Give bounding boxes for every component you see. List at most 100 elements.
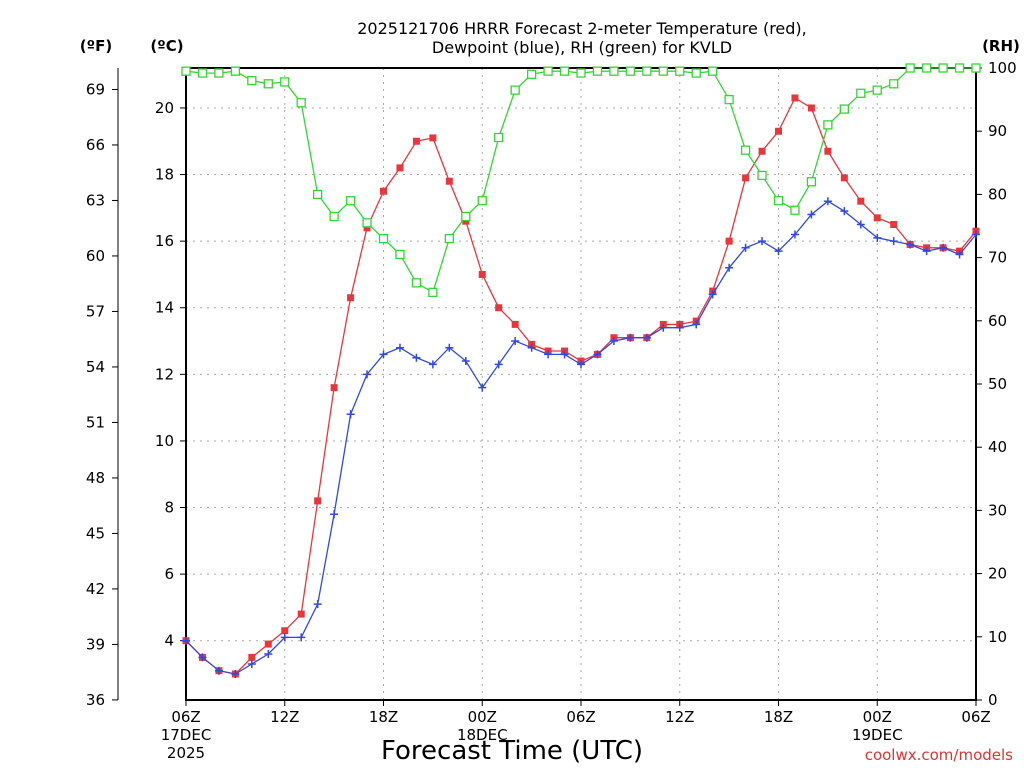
rh-unit-label: (RH)	[982, 37, 1020, 55]
time-tick-label: 18Z	[369, 708, 398, 726]
fahrenheit-tick-label: 36	[86, 691, 105, 709]
temperature-point	[412, 137, 420, 145]
celsius-tick-label: 6	[164, 565, 174, 583]
dewpoint-point	[758, 237, 767, 246]
rh-point	[625, 66, 636, 76]
chart-title-line-1: 2025121706 HRRR Forecast 2-meter Tempera…	[357, 19, 807, 38]
rh-point	[757, 170, 767, 181]
dewpoint-point	[478, 383, 487, 392]
time-tick-label: 18DEC	[457, 726, 508, 744]
fahrenheit-tick-label: 51	[86, 413, 105, 431]
fahrenheit-unit-label: (ºF)	[80, 37, 112, 55]
dewpoint-point	[577, 360, 585, 369]
temperature-point	[824, 147, 832, 155]
dewpoint-point	[741, 243, 750, 252]
x-axis-title: Forecast Time (UTC)	[381, 736, 643, 766]
time-tick-label: 00Z	[863, 708, 892, 726]
rh-point	[329, 211, 339, 222]
rh-point	[411, 278, 422, 288]
rh-point	[592, 66, 603, 76]
celsius-tick-label: 10	[155, 432, 174, 450]
time-tick-label: 12Z	[665, 708, 694, 726]
temperature-point	[347, 294, 355, 302]
celsius-tick-label: 20	[155, 99, 174, 117]
time-tick-label: 06Z	[171, 708, 200, 726]
dewpoint-point	[428, 360, 437, 369]
dewpoint-point	[807, 210, 816, 219]
dewpoint-point	[774, 247, 783, 256]
time-tick-label: 17DEC	[161, 726, 212, 744]
dewpoint-point	[642, 333, 651, 342]
dewpoint-point	[527, 343, 536, 352]
temperature-point	[495, 304, 503, 312]
rh-point	[773, 196, 784, 206]
rh-point	[675, 66, 685, 76]
rh-point	[740, 145, 751, 155]
temperature-point	[840, 174, 848, 182]
rh-point	[642, 66, 652, 76]
data-series	[181, 63, 981, 679]
fahrenheit-tick-label: 69	[86, 80, 105, 98]
rh-tick-label: 50	[988, 375, 1007, 393]
dewpoint-point	[560, 350, 569, 359]
fahrenheit-tick-label: 42	[86, 580, 105, 598]
rh-point	[345, 196, 356, 206]
series-rh	[181, 63, 981, 298]
rh-point	[510, 85, 520, 95]
celsius-tick-label: 8	[164, 499, 174, 517]
dewpoint-point	[593, 350, 602, 359]
celsius-tick-label: 14	[155, 299, 174, 317]
rh-tick-label: 30	[988, 501, 1007, 519]
temperature-point	[742, 174, 750, 182]
rh-point	[921, 63, 932, 73]
dewpoint-point	[363, 370, 372, 379]
dewpoint-point	[889, 237, 898, 246]
rh-point	[889, 79, 899, 89]
rh-tick-label: 10	[988, 628, 1007, 646]
time-tick-label: 12Z	[270, 708, 299, 726]
fahrenheit-tick-label: 63	[86, 191, 105, 209]
dewpoint-point	[609, 337, 618, 346]
temperature-point	[462, 217, 470, 225]
dewpoint-point	[906, 240, 915, 249]
fahrenheit-tick-label: 54	[86, 358, 105, 376]
fahrenheit-tick-label: 48	[86, 469, 105, 487]
fahrenheit-tick-label: 57	[86, 302, 105, 320]
time-tick-label: 19DEC	[852, 726, 903, 744]
dewpoint-point	[955, 250, 964, 259]
rh-point	[691, 68, 701, 78]
temperature-point	[445, 177, 453, 185]
dewpoint-point	[264, 650, 273, 659]
rh-tick-label: 40	[988, 438, 1007, 456]
rh-point	[806, 177, 817, 187]
rh-point	[856, 88, 866, 98]
dewpoint-point	[330, 510, 339, 519]
rh-point	[362, 218, 372, 228]
dewpoint-point	[280, 633, 289, 642]
celsius-tick-label: 4	[164, 632, 174, 650]
time-tick-label: 06Z	[566, 708, 595, 726]
rh-point	[296, 98, 306, 108]
celsius-tick-label: 16	[155, 232, 174, 250]
rh-point	[905, 63, 915, 73]
chart-title: 2025121706 HRRR Forecast 2-meter Tempera…	[357, 19, 807, 57]
dewpoint-point	[313, 600, 322, 609]
rh-point	[263, 79, 273, 89]
temperature-point	[890, 221, 898, 229]
dewpoint-point	[494, 360, 503, 369]
rh-point	[214, 68, 224, 78]
dewpoint-point	[856, 220, 865, 229]
rh-point	[938, 63, 948, 73]
rh-point	[790, 205, 800, 215]
rh-point	[477, 196, 487, 206]
tick-labels: 4 6 8 10 12 14 16 18 20 36 39 42 45 48 51 54 57 60 63 66 69 0…	[86, 59, 1017, 762]
dewpoint-point	[939, 243, 948, 252]
dewpoint-point	[922, 247, 931, 256]
rh-tick-label: 90	[988, 122, 1007, 140]
celsius-tick-label: 18	[155, 166, 174, 184]
rh-point	[181, 66, 191, 76]
rh-point	[708, 66, 718, 76]
dewpoint-point	[692, 320, 701, 329]
celsius-unit-label: (ºC)	[150, 37, 183, 55]
